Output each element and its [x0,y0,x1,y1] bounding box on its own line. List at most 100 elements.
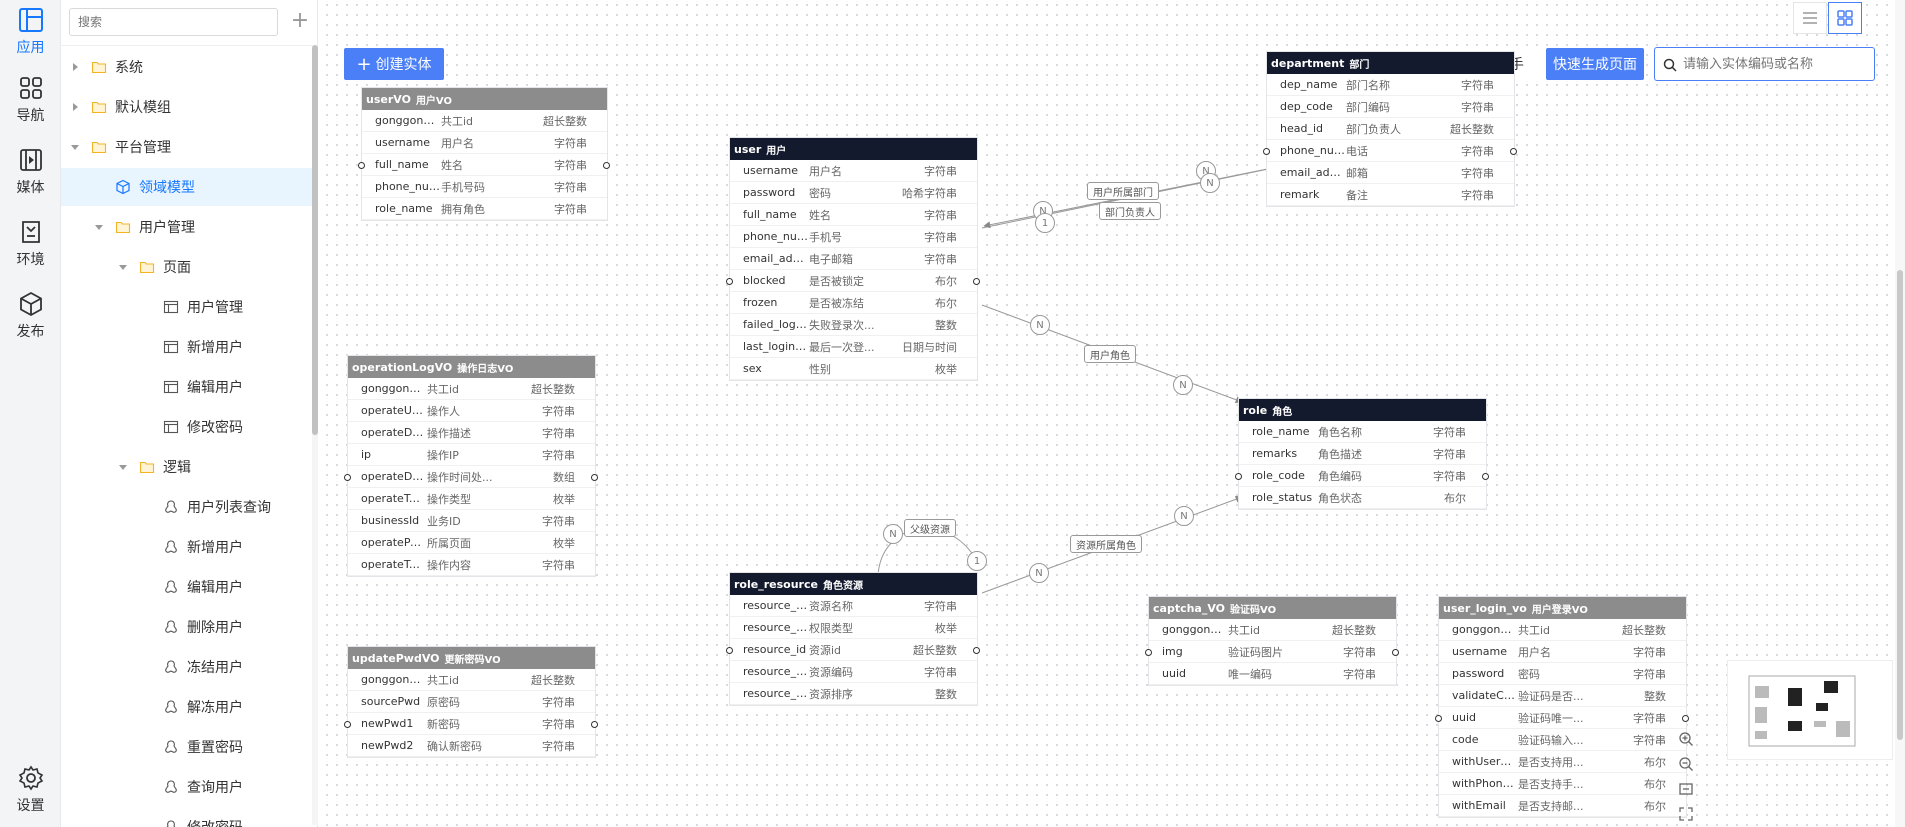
entity-field-row[interactable]: password 密码 字符串 [1439,663,1686,685]
entity-field-row[interactable]: username 用户名 字符串 [730,160,977,182]
tree-node[interactable]: 用户列表查询 [61,488,318,526]
entity-card-department[interactable]: department 部门 dep_name 部门名称 字符串 dep_code 部门编码字… [1267,52,1514,206]
entity-field-row[interactable]: failed_logins 失败登录次... 整数 [730,314,977,336]
entity-field-row[interactable]: last_login_time最后一次登... 日期与时间 [730,336,977,358]
entity-header[interactable]: user 用户 [730,138,977,160]
entity-field-row[interactable]: resource_id 资源id 超长整数 [730,639,977,661]
entity-field-row[interactable]: withPhoneNu...是否支持手... 布尔 [1439,773,1686,795]
entity-field-row[interactable]: phone_number手机号 字符串 [730,226,977,248]
entity-field-row[interactable]: uuid 唯一编码 字符串 [1149,663,1396,685]
connection-port[interactable] [1682,715,1689,722]
tree-node[interactable]: 查询用户 [61,768,318,806]
tree-node[interactable]: 解冻用户 [61,688,318,726]
entity-field-row[interactable]: password 密码 哈希字符串 [730,182,977,204]
entity-field-row[interactable]: businessId 业务ID 字符串 [348,510,595,532]
entity-field-row[interactable]: img 验证码图片 字符串 [1149,641,1396,663]
entity-field-row[interactable]: resource_type权限类型 枚举 [730,617,977,639]
entity-field-row[interactable]: full_name 姓名 字符串 [362,154,607,176]
tree-node[interactable]: 默认模组 [61,88,318,126]
entity-search-input[interactable] [1654,47,1875,81]
entity-field-row[interactable]: sex 性别 枚举 [730,358,977,380]
rail-item-publish[interactable]: 发布 [0,284,61,348]
entity-field-row[interactable]: username 用户名 字符串 [1439,641,1686,663]
caret-down-icon[interactable] [117,461,129,473]
connection-port[interactable] [1235,473,1242,480]
entity-field-row[interactable]: role_code 角色编码 字符串 [1239,465,1486,487]
rail-item-media[interactable]: 媒体 [0,140,61,204]
entity-field-row[interactable]: withEmail 是否支持邮... 布尔 [1439,795,1686,817]
caret-down-icon[interactable] [93,221,105,233]
list-view-button[interactable] [1793,2,1827,34]
add-node-button[interactable]: + [290,8,310,33]
tree-node[interactable]: 删除用户 [61,608,318,646]
rail-item-nav[interactable]: 导航 [0,68,61,132]
relation-label[interactable]: 父级资源 [904,519,956,537]
tree-node[interactable]: 用户管理 [61,288,318,326]
tree-node[interactable]: 修改密码 [61,408,318,446]
connection-port[interactable] [1392,649,1399,656]
entity-field-row[interactable]: validateCode...验证码是否... 整数 [1439,685,1686,707]
caret-right-icon[interactable] [69,101,81,113]
entity-card-role-resource[interactable]: role_resource角色资源resource_name资源名称字符串res… [730,573,977,705]
entity-header[interactable]: role 角色 [1239,399,1486,421]
zoom-in-button[interactable] [1677,730,1695,748]
entity-field-row[interactable]: gonggong_id 共工id 超长整数 [348,378,595,400]
entity-card-captcha-vo[interactable]: captcha_VO 验证码VO gonggong_id 共工id 超长整数 img 验证码… [1149,597,1396,685]
relation-label[interactable]: 资源所属角色 [1070,535,1142,553]
entity-field-row[interactable]: role_name 角色名称 字符串 [1239,421,1486,443]
entity-field-row[interactable]: frozen 是否被冻结 布尔 [730,292,977,314]
connection-port[interactable] [603,162,610,169]
connection-port[interactable] [726,647,733,654]
connection-port[interactable] [1482,473,1489,480]
tree-node[interactable]: 编辑用户 [61,568,318,606]
zoom-out-button[interactable] [1677,755,1695,773]
relation-label[interactable]: 用户角色 [1084,345,1136,363]
entity-header[interactable]: userVO 用户VO [362,88,607,110]
entity-field-row[interactable]: email_address邮箱 字符串 [1267,162,1514,184]
connection-port[interactable] [1263,148,1270,155]
connection-port[interactable] [591,721,598,728]
entity-field-row[interactable]: dep_code 部门编码 字符串 [1267,96,1514,118]
entity-field-row[interactable]: sourcePwd 原密码 字符串 [348,691,595,713]
entity-card-user-login-vo[interactable]: user_login_vo 用户登录VO gonggong_id 共工id 超长整数 us… [1439,597,1686,817]
entity-field-row[interactable]: resource_code资源编码 字符串 [730,661,977,683]
entity-field-row[interactable]: operateDate 操作时间处... 数组 [348,466,595,488]
tree-node[interactable]: 冻结用户 [61,648,318,686]
connection-port[interactable] [1435,715,1442,722]
tree-node[interactable]: 逻辑 [61,448,318,486]
connection-port[interactable] [344,721,351,728]
entity-field-row[interactable]: code 验证码输入... 字符串 [1439,729,1686,751]
connection-port[interactable] [973,647,980,654]
entity-field-row[interactable]: username 用户名 字符串 [362,132,607,154]
caret-down-icon[interactable] [117,261,129,273]
rail-item-app[interactable]: 应用 [0,0,61,64]
tree-node[interactable]: 用户管理 [61,208,318,246]
connection-port[interactable] [591,474,598,481]
entity-field-row[interactable]: gonggong_id 共工id 超长整数 [348,669,595,691]
entity-field-row[interactable]: operateType...操作内容 字符串 [348,554,595,576]
canvas-scrollbar-thumb[interactable] [1897,270,1903,740]
minimap[interactable] [1727,660,1893,760]
relation-label[interactable]: 部门负责人 [1099,202,1161,220]
tree-node[interactable]: 修改密码 [61,808,318,827]
entity-header[interactable]: operationLogVO 操作日志VO [348,356,595,378]
entity-field-row[interactable]: gonggong_id 共工id 超长整数 [362,110,607,132]
entity-field-row[interactable]: head_id 部门负责人 超长整数 [1267,118,1514,140]
entity-field-row[interactable]: ip 操作IP 字符串 [348,444,595,466]
entity-field-row[interactable]: gonggong_id 共工id 超长整数 [1149,619,1396,641]
entity-field-row[interactable]: newPwd2 确认新密码 字符串 [348,735,595,757]
tree-search-input[interactable] [69,8,278,36]
entity-field-row[interactable]: resource_name资源名称 字符串 [730,595,977,617]
entity-card-updatepwdvo[interactable]: updatePwdVO 更新密码VO gonggong_id 共工id 超长整数 sour… [348,647,595,757]
entity-header[interactable]: user_login_vo 用户登录VO [1439,597,1686,619]
entity-field-row[interactable]: operatePage 所属页面 枚举 [348,532,595,554]
entity-field-row[interactable]: withUsername是否支持用... 布尔 [1439,751,1686,773]
tree-node[interactable]: 新增用户 [61,328,318,366]
caret-right-icon[interactable] [69,61,81,73]
entity-field-row[interactable]: full_name 姓名 字符串 [730,204,977,226]
tree-scrollbar[interactable] [312,45,318,825]
entity-field-row[interactable]: phone_number电话 字符串 [1267,140,1514,162]
grid-view-button[interactable] [1828,2,1862,34]
entity-field-row[interactable]: remark 备注 字符串 [1267,184,1514,206]
entity-field-row[interactable]: phone_number手机号码 字符串 [362,176,607,198]
